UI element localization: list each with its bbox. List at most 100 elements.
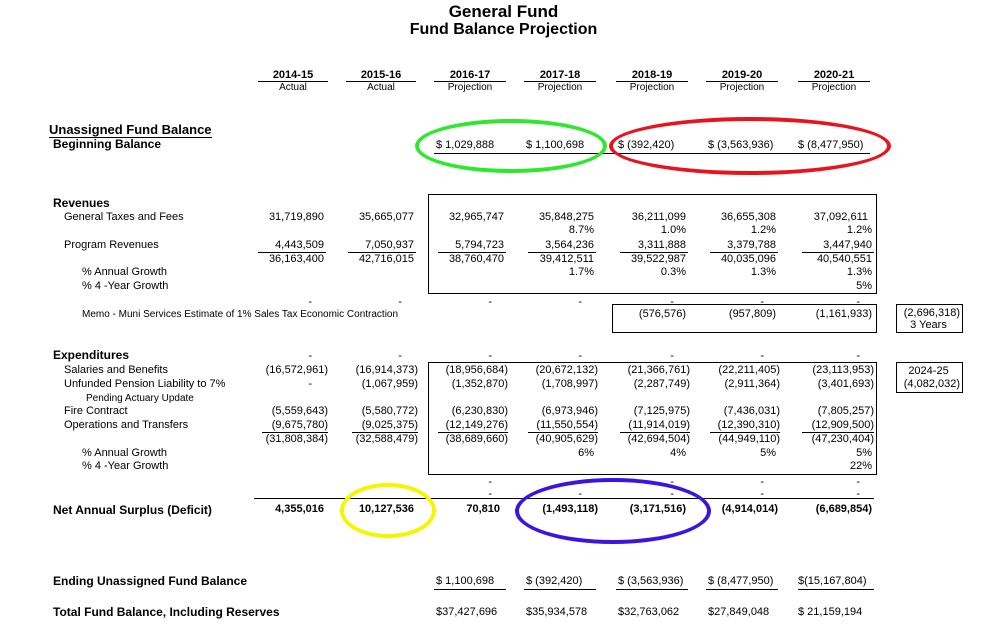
- section-unassigned: Unassigned Fund Balance: [49, 122, 212, 138]
- ops-2016-17: (12,149,276): [445, 419, 508, 431]
- col-year-2016-17: 2016-17: [449, 69, 491, 81]
- general-2015-16: 35,665,077: [358, 211, 414, 223]
- ending-balance-label: Ending Unassigned Fund Balance: [53, 574, 248, 588]
- net-2019-20: (4,914,014): [721, 503, 778, 515]
- col-type-2017-18: Projection: [537, 82, 583, 93]
- net-2014-15: 4,355,016: [275, 503, 324, 515]
- memo-2018-19: (576,576): [638, 308, 686, 320]
- exp-annual-2017-18: 6%: [578, 447, 594, 459]
- exp-annual-growth-label: % Annual Growth: [82, 447, 167, 459]
- exp-total-2019-20: (44,949,110): [718, 433, 780, 445]
- program-2018-19: 3,311,888: [637, 239, 686, 251]
- dash: -: [670, 296, 674, 308]
- pension-2017-18: (1,708,997): [541, 378, 598, 390]
- col-year-2020-21: 2020-21: [813, 69, 855, 81]
- dash: -: [488, 488, 492, 500]
- col-year-2017-18: 2017-18: [539, 69, 581, 81]
- ending-2018-19: $ (3,563,936): [618, 575, 684, 587]
- salaries-2016-17: (18,956,684): [445, 364, 508, 376]
- fire-2014-15: (5,559,643): [271, 405, 328, 417]
- general-2016-17: 32,965,747: [448, 211, 504, 223]
- program-2014-15: 4,443,509: [275, 239, 324, 251]
- highlight-blue-oval: [515, 478, 711, 544]
- salaries-2020-21: (23,113,953): [812, 364, 874, 376]
- program-revenues-label: Program Revenues: [64, 239, 159, 251]
- salaries-label: Salaries and Benefits: [64, 364, 168, 376]
- ops-2020-21: (12,909,500): [811, 419, 874, 431]
- dash: -: [578, 296, 582, 308]
- net-2016-17: 70,810: [466, 503, 500, 515]
- dash: -: [488, 476, 492, 488]
- exp-total-2018-19: (42,694,504): [627, 433, 690, 445]
- program-2019-20: 3,379,788: [727, 239, 776, 251]
- total-fund-balance-label: Total Fund Balance, Including Reserves: [53, 605, 280, 619]
- general-2017-18: 35,848,275: [538, 211, 594, 223]
- rev-total-2020-21: 40,540,551: [816, 253, 872, 265]
- fire-2018-19: (7,125,975): [633, 405, 690, 417]
- memo-total: (2,696,318): [903, 307, 960, 319]
- exp-annual-2019-20: 5%: [760, 447, 776, 459]
- col-type-2016-17: Projection: [447, 82, 493, 93]
- program-2016-17: 5,794,723: [455, 239, 504, 251]
- salaries-2015-16: (16,914,373): [355, 364, 418, 376]
- rev-four-2020-21: 5%: [856, 280, 872, 292]
- ops-2017-18: (11,550,554): [536, 419, 598, 431]
- dash: -: [488, 350, 492, 362]
- program-2015-16: 7,050,937: [365, 239, 414, 251]
- col-type-2019-20: Projection: [719, 82, 765, 93]
- net-2020-21: (6,689,854): [815, 503, 872, 515]
- page-subtitle: Fund Balance Projection: [409, 21, 598, 38]
- rev-total-2016-17: 38,760,470: [448, 253, 504, 265]
- ending-2016-17: $ 1,100,698: [436, 575, 495, 587]
- memo-2020-21: (1,161,933): [815, 308, 872, 320]
- exp-four-year-label: % 4 -Year Growth: [82, 460, 169, 472]
- rev-total-2014-15: 36,163,400: [268, 253, 324, 265]
- general-2014-15: 31,719,890: [268, 211, 324, 223]
- ops-2015-16: (9,025,375): [361, 419, 418, 431]
- general-2020-21: 37,092,611: [813, 211, 868, 223]
- dash: -: [398, 296, 402, 308]
- dash: -: [398, 350, 402, 362]
- exp-total-2020-21: (47,230,404): [811, 433, 874, 445]
- beginning-balance-label: Beginning Balance: [53, 137, 162, 151]
- rev-annual-2018-19: 0.3%: [660, 266, 686, 278]
- salaries-2014-15: (16,572,961): [265, 364, 328, 376]
- total-fund-2018-19: $32,763,062: [618, 606, 680, 618]
- general-2018-19: 36,211,099: [631, 211, 686, 223]
- program-2020-21: 3,447,940: [823, 239, 872, 251]
- rev-total-2019-20: 40,035,096: [720, 253, 776, 265]
- dash: -: [308, 350, 312, 362]
- general-pct-2017-18: 8.7%: [568, 224, 594, 236]
- exp-total-2016-17: (38,689,660): [445, 433, 508, 445]
- program-2017-18: 3,564,236: [545, 239, 594, 251]
- dash: -: [856, 488, 860, 500]
- total-fund-2016-17: $37,427,696: [436, 606, 498, 618]
- fire-2017-18: (6,973,946): [541, 405, 598, 417]
- rev-total-2018-19: 39,522,987: [630, 253, 686, 265]
- rev-annual-2020-21: 1.3%: [846, 266, 872, 278]
- salaries-2018-19: (21,366,761): [627, 364, 690, 376]
- col-year-2018-19: 2018-19: [631, 69, 673, 81]
- dash: -: [488, 296, 492, 308]
- general-taxes-label: General Taxes and Fees: [64, 211, 184, 223]
- col-type-2015-16: Actual: [367, 82, 395, 93]
- exp-total-2015-16: (32,588,479): [355, 433, 418, 445]
- fire-label: Fire Contract: [64, 405, 128, 417]
- dash: -: [308, 296, 312, 308]
- pension-2016-17: (1,352,870): [451, 378, 508, 390]
- dash: -: [856, 476, 860, 488]
- exp-four-2020-21: 22%: [849, 460, 872, 472]
- fire-2016-17: (6,230,830): [451, 405, 508, 417]
- highlight-green-oval: [415, 119, 607, 173]
- dash: -: [760, 350, 764, 362]
- ops-label: Operations and Transfers: [64, 419, 189, 431]
- ops-2018-19: (11,914,019): [628, 419, 690, 431]
- ending-2020-21: $(15,167,804): [798, 575, 867, 587]
- col-year-2019-20: 2019-20: [721, 69, 763, 81]
- col-type-2014-15: Actual: [279, 82, 307, 93]
- rev-annual-2017-18: 1.7%: [568, 266, 594, 278]
- exp-annual-2018-19: 4%: [670, 447, 686, 459]
- dash: -: [760, 488, 764, 500]
- pension-side-year: 2024-25: [908, 365, 949, 377]
- ending-2019-20: $ (8,477,950): [708, 575, 774, 587]
